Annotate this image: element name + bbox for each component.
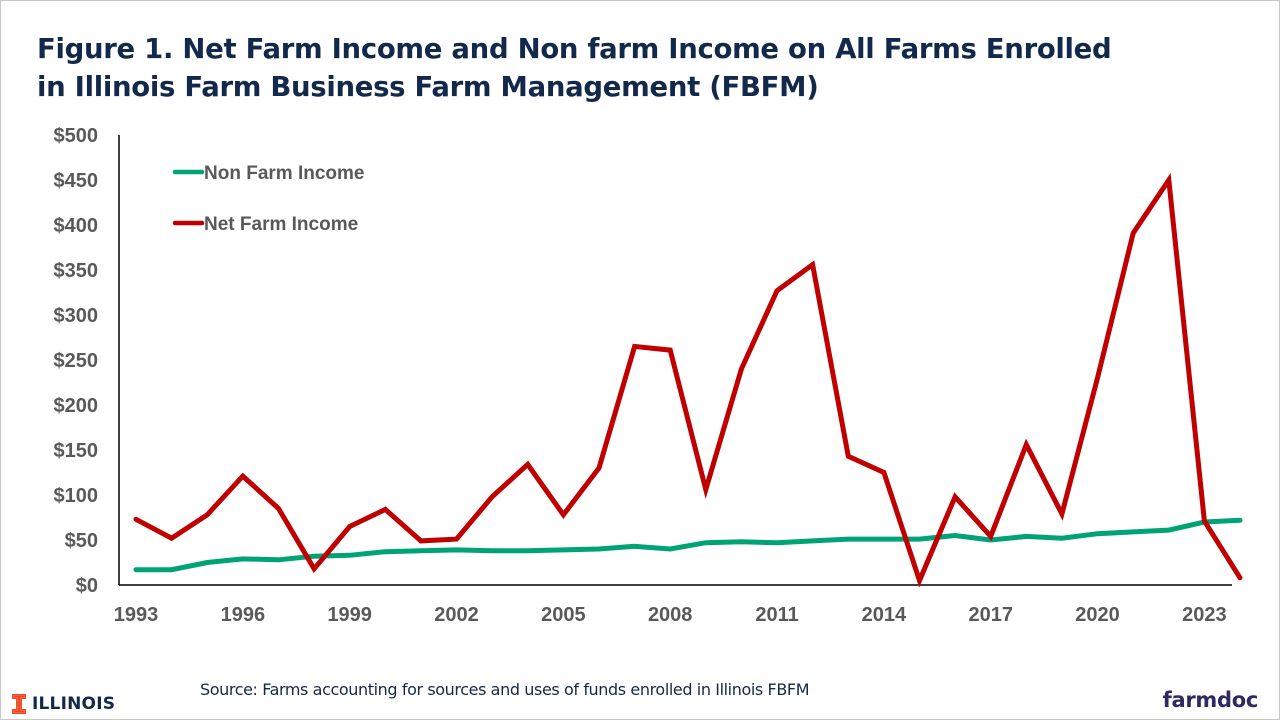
x-tick-label: 2005 xyxy=(541,604,586,626)
y-tick-label: $350 xyxy=(54,260,99,282)
x-tick-label: 2020 xyxy=(1075,604,1120,626)
x-tick-label: 2017 xyxy=(968,604,1013,626)
y-tick-label: $500 xyxy=(54,125,99,147)
x-tick-label: 2011 xyxy=(755,604,798,626)
chart-legend: Non Farm Income Net Farm Income xyxy=(172,163,364,235)
x-tick-label: 1999 xyxy=(327,604,372,626)
x-tick-label: 1993 xyxy=(114,604,159,626)
y-tick-label: $250 xyxy=(54,350,99,372)
chart-title-line-1: Figure 1. Net Farm Income and Non farm I… xyxy=(37,33,1112,65)
net-farm-income-line xyxy=(133,172,1243,588)
y-tick-label: $150 xyxy=(54,440,99,462)
non-farm-income-line xyxy=(133,517,1243,573)
y-tick-label: $200 xyxy=(54,395,99,417)
source-note: Source: Farms accounting for sources and… xyxy=(200,680,810,699)
x-tick-label: 2014 xyxy=(862,604,907,626)
legend-label-net-farm: Net Farm Income xyxy=(204,214,358,235)
y-tick-label: $0 xyxy=(76,575,98,597)
y-axis-tick-labels: $0 $50 $100 $150 $200 $250 $300 $350 $400 $450 $50… xyxy=(54,125,99,597)
x-tick-label: 2002 xyxy=(434,604,479,626)
illinois-logo: ILLINOIS xyxy=(12,692,115,716)
chart-title: Figure 1. Net Farm Income and Non farm I… xyxy=(37,30,1257,106)
x-tick-label: 2008 xyxy=(648,604,693,626)
y-tick-label: $100 xyxy=(54,485,99,507)
y-tick-label: $50 xyxy=(65,530,98,552)
y-tick-label: $300 xyxy=(54,305,99,327)
farmdoc-logo: farmdoc xyxy=(1162,688,1259,712)
block-i-icon xyxy=(12,694,26,714)
x-tick-label: 2023 xyxy=(1182,604,1227,626)
illinois-wordmark: ILLINOIS xyxy=(32,694,116,714)
x-axis-tick-labels: 1993 1996 1999 2002 2005 2008 2011 2014 2017 2020… xyxy=(114,604,1227,626)
x-tick-label: 1996 xyxy=(221,604,266,626)
y-tick-label: $450 xyxy=(54,170,99,192)
legend-label-non-farm: Non Farm Income xyxy=(204,163,364,184)
chart-title-line-2: in Illinois Farm Business Farm Managemen… xyxy=(37,71,819,103)
y-tick-label: $400 xyxy=(54,215,99,237)
